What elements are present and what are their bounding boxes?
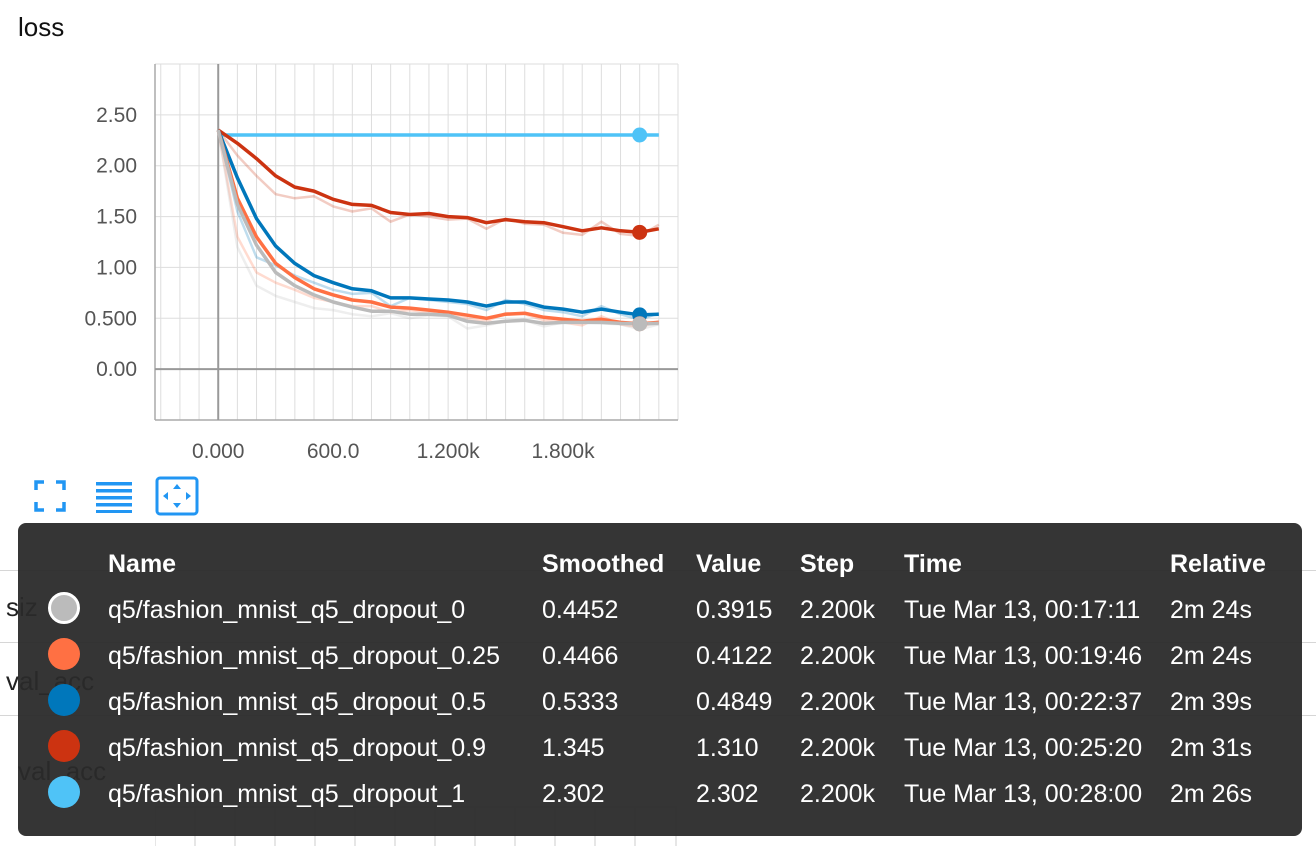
x-tick-label: 1.800k [532,440,596,463]
x-tick-label: 0.000 [192,440,245,463]
series-raw-line [217,129,660,238]
y-tick-label: 0.500 [84,307,137,330]
tooltip-header-row: Name Smoothed Value Step Time Relative [18,541,1302,587]
time-value: Tue Mar 13, 00:25:20 [904,734,1143,762]
tooltip-row: q5/fashion_mnist_q5_dropout_1 2.302 2.302 2… [18,771,1302,817]
step-value: 2.200k [800,642,876,670]
step-value: 2.200k [800,780,876,808]
header-smoothed: Smoothed [542,550,665,578]
series-marker [632,316,648,332]
run-name: q5/fashion_mnist_q5_dropout_0 [108,596,466,624]
series-smoothed-line [216,129,659,317]
relative-time: 2m 24s [1170,596,1252,624]
raw-value: 0.3915 [696,596,773,624]
y-tick-label: 2.50 [96,104,137,127]
relative-time: 2m 24s [1170,642,1252,670]
run-name: q5/fashion_mnist_q5_dropout_0.9 [108,734,487,762]
time-value: Tue Mar 13, 00:19:46 [904,642,1143,670]
smoothed-series-lines [216,128,660,326]
y-tick-label: 0.00 [96,358,137,381]
series-markers [632,127,648,332]
header-step: Step [800,550,855,578]
header-value: Value [696,550,762,578]
y-tick-label: 2.00 [96,155,137,178]
series-marker [632,224,648,240]
raw-value: 2.302 [696,780,759,808]
tooltip-row: q5/fashion_mnist_q5_dropout_0 0.4452 0.391… [18,587,1302,633]
step-value: 2.200k [800,734,876,762]
series-color-dot [48,638,80,670]
relative-time: 2m 26s [1170,780,1252,808]
run-name: q5/fashion_mnist_q5_dropout_0.5 [108,688,487,716]
header-relative: Relative [1170,550,1266,578]
smoothed-value: 0.5333 [542,688,619,716]
x-axis-ticks: 0.000 600.0 1.200k 1.800k [192,440,595,463]
toggle-y-log-scale-icon[interactable] [94,476,134,516]
raw-value: 0.4849 [696,688,773,716]
loss-chart[interactable]: 0.000 600.0 1.200k 1.800k 0.00 0.500 1.00 1.50… [0,0,700,470]
relative-time: 2m 31s [1170,734,1252,762]
time-value: Tue Mar 13, 00:28:00 [904,780,1143,808]
time-value: Tue Mar 13, 00:22:37 [904,688,1143,716]
series-color-dot [48,776,80,808]
relative-time: 2m 39s [1170,688,1252,716]
chart-axes [154,64,678,421]
smoothed-value: 0.4452 [542,596,619,624]
fit-domain-icon[interactable] [155,476,199,516]
step-value: 2.200k [800,596,876,624]
chart-grid [155,63,679,421]
raw-value: 1.310 [696,734,759,762]
smoothed-value: 1.345 [542,734,605,762]
run-name: q5/fashion_mnist_q5_dropout_1 [108,780,466,808]
x-tick-label: 600.0 [307,440,360,463]
series-raw-line [216,129,660,322]
series-color-dot [48,684,80,716]
smoothed-value: 0.4466 [542,642,619,670]
fullscreen-icon[interactable] [30,476,70,516]
tooltip-row: q5/fashion_mnist_q5_dropout_0.5 0.5333 0.4… [18,679,1302,725]
step-value: 2.200k [800,688,876,716]
raw-value: 0.4122 [696,642,773,670]
x-tick-label: 1.200k [417,440,481,463]
y-tick-label: 1.50 [96,206,137,229]
chart-title: loss [18,12,65,42]
y-axis-ticks: 0.00 0.500 1.00 1.50 2.00 2.50 [84,104,137,381]
run-name: q5/fashion_mnist_q5_dropout_0.25 [108,642,500,670]
tooltip-row: q5/fashion_mnist_q5_dropout_0.9 1.345 1.31… [18,725,1302,771]
smoothed-value: 2.302 [542,780,605,808]
y-tick-label: 1.00 [96,256,137,279]
series-color-dot [48,730,80,762]
header-time: Time [904,550,962,578]
series-smoothed-line [216,129,659,326]
chart-tooltip: Name Smoothed Value Step Time Relative q… [18,523,1302,836]
tooltip-row: q5/fashion_mnist_q5_dropout_0.25 0.4466 0.… [18,633,1302,679]
series-marker [632,127,648,143]
series-smoothed-line [217,128,660,235]
time-value: Tue Mar 13, 00:17:11 [904,596,1141,624]
header-name: Name [108,550,177,578]
series-color-dot [48,592,80,624]
